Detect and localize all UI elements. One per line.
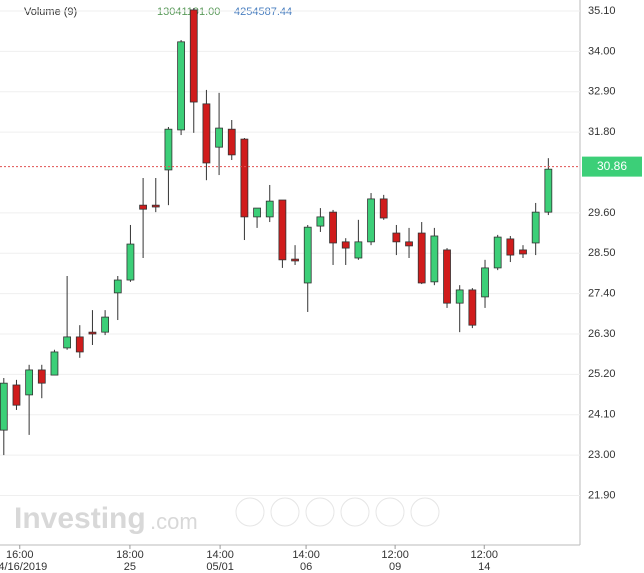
candle-body: [101, 316, 109, 333]
candle-body: [253, 207, 261, 218]
y-tick-label: 35.10: [588, 5, 616, 17]
candle-body: [215, 127, 223, 148]
candle-body: [126, 243, 135, 281]
nav-button[interactable]: [235, 497, 265, 527]
nav-button[interactable]: [375, 497, 405, 527]
x-tick-label: 14:00: [206, 549, 234, 561]
nav-controls[interactable]: [235, 497, 440, 527]
watermark: Investing .com: [14, 502, 198, 535]
legend-title: Volume (9): [24, 6, 77, 18]
candle-body: [291, 258, 299, 262]
candle-body: [443, 249, 451, 304]
candle-body: [544, 168, 553, 213]
candle-body: [354, 241, 363, 259]
candle-body: [481, 267, 489, 298]
candle-body: [316, 216, 325, 227]
candle-body: [278, 199, 287, 261]
candle-body: [37, 369, 46, 384]
y-tick-label: 23.00: [588, 449, 616, 461]
candle-body: [63, 336, 72, 349]
y-tick-label: 26.30: [588, 328, 616, 340]
candle-body: [506, 238, 515, 256]
y-tick-label: 29.60: [588, 207, 616, 219]
x-tick-sublabel: 25: [124, 561, 136, 573]
y-tick-label: 25.20: [588, 368, 616, 380]
candle-body: [455, 289, 464, 304]
candle-body: [25, 369, 34, 396]
candle-body: [531, 211, 540, 244]
x-tick-sublabel: 04/16/2019: [0, 561, 47, 573]
y-tick-label: 27.40: [588, 288, 616, 300]
legend-value: 13041191.00: [157, 6, 220, 18]
candle-body: [303, 226, 312, 284]
x-tick-sublabel: 06: [300, 561, 312, 573]
candle-body: [189, 9, 198, 103]
candle-body: [240, 138, 249, 218]
y-tick-label: 28.50: [588, 247, 616, 259]
candle-body: [417, 232, 426, 284]
y-tick-label: 32.90: [588, 86, 616, 98]
candle-body: [50, 351, 59, 376]
candle-body: [139, 204, 147, 210]
candle-body: [379, 198, 388, 219]
x-tick-label: 12:00: [381, 549, 409, 561]
watermark-suffix: .com: [150, 509, 198, 534]
candle-body: [430, 235, 439, 283]
candle-body: [88, 331, 97, 335]
plot-area: [0, 0, 580, 545]
y-tick-label: 21.90: [588, 489, 616, 501]
y-tick-label: 34.00: [588, 45, 616, 57]
legend-value: 4254587.44: [234, 6, 292, 18]
candle-body: [75, 336, 84, 353]
candle-body: [227, 128, 236, 156]
nav-button[interactable]: [305, 497, 335, 527]
candle-body: [113, 279, 122, 294]
x-tick-label: 16:00: [6, 549, 34, 561]
nav-button[interactable]: [410, 497, 440, 527]
y-tick-label: 24.10: [588, 409, 616, 421]
candle-body: [367, 198, 375, 243]
x-tick-label: 12:00: [470, 549, 498, 561]
candle-body: [405, 241, 413, 247]
last-price-label: 30.86: [597, 159, 627, 173]
candle-body: [177, 41, 185, 131]
nav-button[interactable]: [270, 497, 300, 527]
candle-body: [12, 384, 21, 406]
candle-body: [392, 232, 401, 243]
candle-body: [519, 249, 527, 255]
nav-button[interactable]: [340, 497, 370, 527]
y-tick-label: 31.80: [588, 126, 616, 138]
last-price-box: [582, 156, 642, 177]
candle-body: [164, 128, 173, 171]
watermark-text: Investing: [14, 502, 146, 535]
x-tick-sublabel: 09: [389, 561, 401, 573]
x-tick-label: 14:00: [292, 549, 320, 561]
candle-body: [0, 382, 8, 431]
candle-body: [468, 289, 477, 326]
candle-body: [265, 200, 274, 218]
x-tick-sublabel: 14: [478, 561, 490, 573]
candle-body: [329, 211, 337, 244]
candle-body: [341, 241, 350, 249]
x-tick-sublabel: 05/01: [206, 561, 234, 573]
candle-body: [151, 204, 160, 208]
x-tick-label: 18:00: [116, 549, 144, 561]
candle-body: [493, 236, 502, 269]
candle-body: [202, 103, 211, 164]
